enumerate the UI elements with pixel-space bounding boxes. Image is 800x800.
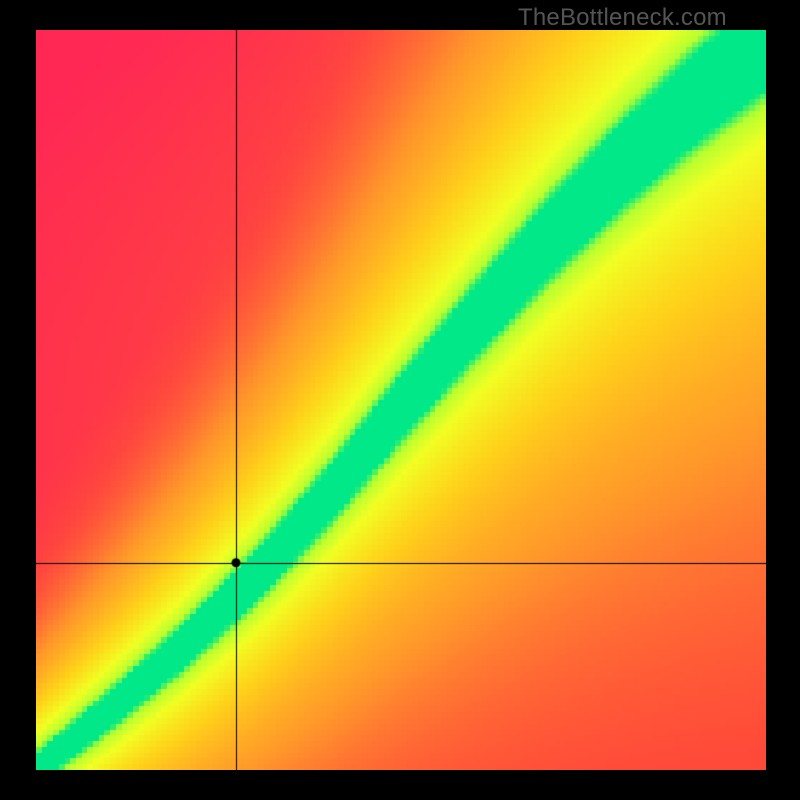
bottleneck-heatmap [36, 30, 766, 770]
watermark-text: TheBottleneck.com [518, 4, 727, 32]
